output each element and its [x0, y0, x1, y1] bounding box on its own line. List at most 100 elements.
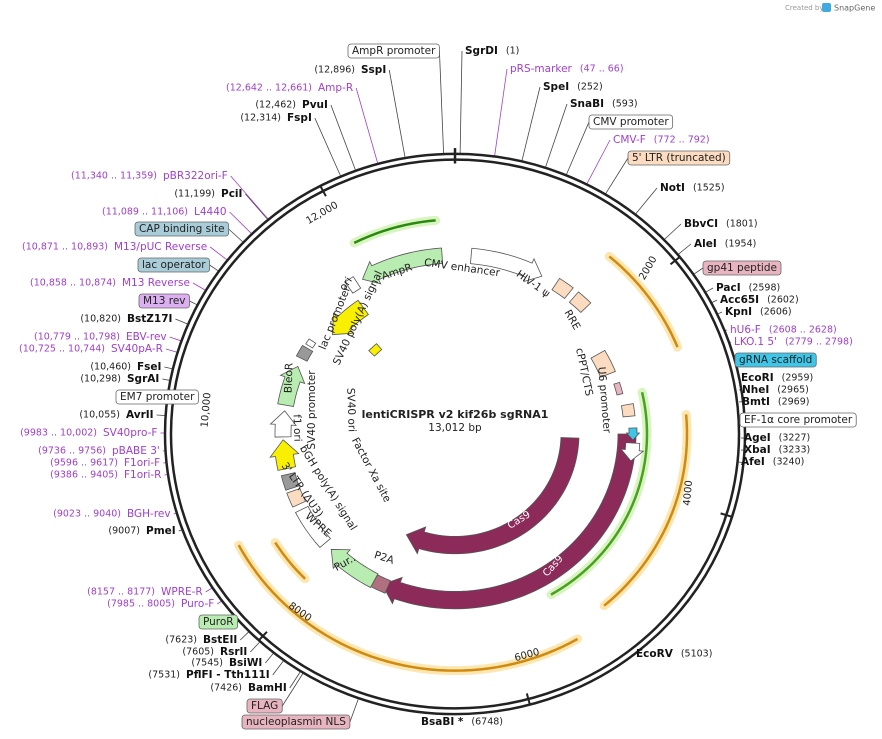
site-position: (3233)	[779, 445, 811, 456]
site-position: (1801)	[726, 219, 758, 230]
feature-arrow	[469, 247, 543, 283]
site-position: (10,460)	[90, 362, 131, 373]
plasmid-name: lentiCRISPR v2 kif26b sgRNA1	[362, 408, 549, 421]
enzyme-name: RsrII	[220, 646, 247, 658]
feature-box	[241, 714, 351, 730]
ruler-tick	[319, 185, 327, 197]
feature-box	[627, 150, 731, 166]
feature-name: gp41 peptide	[707, 262, 777, 274]
site-position: (6748)	[471, 717, 503, 728]
leader-line	[459, 50, 463, 153]
cas9-arrow	[381, 433, 637, 610]
site-position: (7545)	[191, 658, 223, 669]
feature-box	[138, 293, 190, 309]
enzyme-name: Acc65I	[720, 294, 759, 306]
feature-arrow	[344, 276, 362, 294]
site-position: (7426)	[210, 683, 242, 694]
leader-line	[209, 246, 227, 260]
site-position: (1954)	[725, 239, 757, 250]
primer-name: F1ori-R	[124, 469, 161, 481]
leader-line	[289, 671, 301, 689]
leader-line	[717, 311, 723, 315]
feature-name: EF-1α core promoter	[744, 414, 853, 426]
feature-label: P2A	[373, 549, 397, 567]
leader-line	[355, 87, 378, 164]
site-position: (3240)	[773, 457, 805, 468]
leader-line	[217, 600, 222, 605]
leader-line	[156, 414, 165, 416]
enzyme-name: NotI	[660, 182, 685, 194]
leader-line	[314, 117, 341, 176]
enzyme-name: SgrDI	[465, 45, 498, 57]
site-position: (47 .. 66)	[580, 64, 624, 75]
leader-line	[521, 86, 541, 161]
primer-name: EBV-rev	[126, 331, 167, 343]
site-position: (12,314)	[240, 113, 281, 124]
feature-box	[115, 389, 199, 405]
feature-arrow	[625, 427, 641, 441]
primer-name: pRS-marker	[510, 63, 573, 75]
enzyme-name: PciI	[221, 188, 242, 200]
feature-arrow	[277, 365, 306, 407]
leader-line	[635, 187, 658, 215]
site-position: (11,089 .. 11,106)	[102, 207, 188, 218]
site-position: (12,896)	[314, 65, 355, 76]
leader-line	[230, 175, 269, 219]
ruler-label: 10,000	[199, 392, 213, 428]
feature-arrow	[568, 291, 592, 313]
leader-line	[192, 282, 206, 291]
enzyme-name: FspI	[287, 112, 312, 124]
leader-line	[189, 300, 197, 305]
leader-line	[705, 287, 714, 293]
leader-line	[164, 366, 173, 370]
enzyme-name: BbvCI	[684, 218, 718, 230]
ruler-tick	[720, 512, 733, 518]
leader-line	[586, 139, 611, 184]
site-position: (1)	[506, 46, 519, 57]
leader-line	[165, 348, 177, 353]
site-position: (10,820)	[80, 314, 121, 325]
feature-name: EM7 promoter	[120, 391, 195, 403]
site-position: (10,298)	[80, 374, 121, 385]
leader-line	[388, 69, 406, 158]
feature-arrow	[294, 505, 332, 549]
primer-arc	[274, 541, 306, 580]
feature-label: U6 promoter	[595, 366, 613, 434]
feature-label: SV40 promoter	[306, 370, 318, 450]
leader-line	[228, 228, 243, 243]
site-position: (10,779 .. 10,798)	[34, 332, 120, 343]
site-position: (2608 .. 2628)	[769, 325, 837, 336]
credit: Created by	[785, 4, 824, 12]
feature-box	[347, 43, 440, 59]
enzyme-name: AgeI	[744, 432, 771, 444]
enzyme-name: SspI	[361, 64, 386, 76]
site-position: (2959)	[782, 373, 814, 384]
primer-name: SV40pro-F	[103, 427, 157, 439]
primer-name: pBR322ori-F	[163, 170, 228, 182]
primer-arc-halo	[349, 215, 441, 248]
feature-name: 5' LTR (truncated)	[632, 152, 726, 164]
plasmid-size: 13,012 bp	[428, 422, 482, 434]
enzyme-name: FseI	[137, 361, 161, 373]
site-position: (2602)	[767, 295, 799, 306]
feature-arrow	[305, 338, 317, 349]
site-position: (12,642 .. 12,661)	[226, 83, 312, 94]
primer-name: hU6-F	[730, 324, 761, 336]
backbone-outer	[163, 152, 747, 716]
enzyme-name: BsaBI *	[421, 716, 464, 728]
primer-arc	[550, 392, 649, 596]
enzyme-name: PvuI	[302, 99, 328, 111]
enzyme-name: AvrII	[126, 409, 154, 421]
primer-name: LKO.1 5'	[734, 336, 777, 348]
primer-name: Puro-F	[181, 598, 214, 610]
feature-arrow	[361, 247, 444, 285]
site-position: (2779 .. 2798)	[785, 337, 853, 348]
enzyme-name: SnaBI	[570, 98, 604, 110]
site-position: (11,199)	[174, 189, 215, 200]
enzyme-name: BstZ17I	[127, 313, 172, 325]
feature-arrow	[368, 343, 383, 357]
leader-line	[439, 50, 444, 154]
leader-line	[173, 512, 176, 515]
feature-label: f1 ori	[291, 414, 304, 442]
feature-box	[137, 257, 211, 273]
